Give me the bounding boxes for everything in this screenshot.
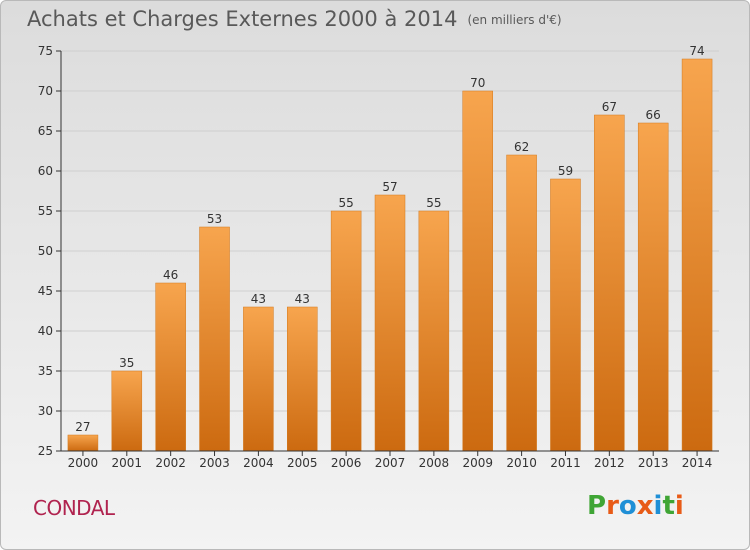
x-tick-label: 2003 — [199, 456, 230, 470]
x-tick-label: 2014 — [682, 456, 713, 470]
y-tick-label: 55 — [38, 204, 53, 218]
y-tick-label: 30 — [38, 404, 53, 418]
bar — [462, 90, 493, 452]
y-tick-label: 60 — [38, 164, 53, 178]
x-tick-label: 2011 — [550, 456, 581, 470]
unit-label: (en milliers d'€) — [467, 13, 562, 27]
bar — [594, 114, 625, 452]
data-label: 55 — [338, 196, 353, 210]
data-label: 62 — [514, 140, 529, 154]
x-tick-label: 2010 — [506, 456, 537, 470]
bar — [199, 226, 230, 452]
bar — [67, 434, 99, 452]
data-label: 46 — [163, 268, 178, 282]
x-tick-label: 2000 — [68, 456, 99, 470]
data-label: 59 — [558, 164, 573, 178]
y-tick-label: 25 — [38, 444, 53, 458]
bar — [637, 122, 669, 452]
logo-letter: t — [662, 491, 675, 521]
town-name: CONDAL — [33, 496, 115, 520]
bar — [111, 370, 143, 452]
chart-title: Achats et Charges Externes 2000 à 2014 (e… — [27, 7, 562, 31]
data-labels: 27 35 46 53 43 43 55 57 55 70 62 59 67 66 74 — [75, 44, 704, 434]
bar — [287, 306, 318, 452]
proxiti-logo: Proxiti — [587, 491, 684, 521]
data-label: 55 — [426, 196, 441, 210]
x-tick-label: 2007 — [375, 456, 406, 470]
x-tick-label: 2013 — [638, 456, 669, 470]
x-tick-label: 2008 — [419, 456, 450, 470]
y-tick-label: 35 — [38, 364, 53, 378]
x-tick-label: 2004 — [243, 456, 274, 470]
x-tick-label: 2002 — [155, 456, 186, 470]
x-tick-label: 2006 — [331, 456, 362, 470]
bars — [67, 58, 713, 452]
y-tick-label: 75 — [38, 44, 53, 58]
data-label: 35 — [119, 356, 134, 370]
data-label: 27 — [75, 420, 90, 434]
data-label: 43 — [295, 292, 310, 306]
bar — [155, 282, 186, 452]
data-label: 57 — [382, 180, 397, 194]
bar — [506, 154, 537, 452]
y-tick-label: 45 — [38, 284, 53, 298]
data-label: 70 — [470, 76, 485, 90]
logo-letter: i — [674, 491, 684, 521]
axes: 25 30 35 40 45 50 55 60 65 70 75 2000 2001 2002 2003 20… — [38, 44, 719, 470]
data-label: 74 — [689, 44, 704, 58]
title-text: Achats et Charges Externes 2000 à 2014 — [27, 7, 458, 31]
bar — [681, 58, 713, 452]
y-tick-label: 70 — [38, 84, 53, 98]
data-label: 43 — [251, 292, 266, 306]
data-label: 66 — [646, 108, 661, 122]
logo-letter: P — [587, 491, 607, 521]
data-label: 53 — [207, 212, 222, 226]
logo-letter: o — [618, 491, 637, 521]
x-tick-label: 2012 — [594, 456, 625, 470]
bar — [550, 178, 581, 452]
bar — [330, 210, 362, 452]
x-tick-label: 2001 — [112, 456, 143, 470]
bar — [243, 306, 274, 452]
x-tick-label: 2005 — [287, 456, 318, 470]
x-tick-label: 2009 — [462, 456, 493, 470]
bar — [374, 194, 406, 452]
y-tick-label: 50 — [38, 244, 53, 258]
logo-letter: i — [653, 491, 663, 521]
logo-letter: x — [636, 491, 654, 521]
bar — [418, 210, 450, 452]
y-tick-label: 40 — [38, 324, 53, 338]
y-tick-label: 65 — [38, 124, 53, 138]
logo-letter: r — [606, 491, 619, 521]
data-label: 67 — [602, 100, 617, 114]
